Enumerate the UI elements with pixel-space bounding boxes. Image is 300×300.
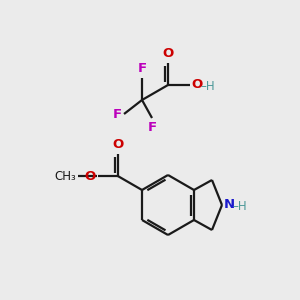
Text: F: F xyxy=(113,107,122,121)
Text: O: O xyxy=(162,47,174,60)
Text: –H: –H xyxy=(232,200,247,212)
Text: CH₃: CH₃ xyxy=(54,169,76,182)
Text: O: O xyxy=(191,79,202,92)
Text: N: N xyxy=(224,199,235,212)
Text: O: O xyxy=(112,138,123,151)
Text: F: F xyxy=(137,62,147,75)
Text: –H: –H xyxy=(200,80,214,92)
Text: O: O xyxy=(85,169,96,182)
Text: F: F xyxy=(148,121,157,134)
